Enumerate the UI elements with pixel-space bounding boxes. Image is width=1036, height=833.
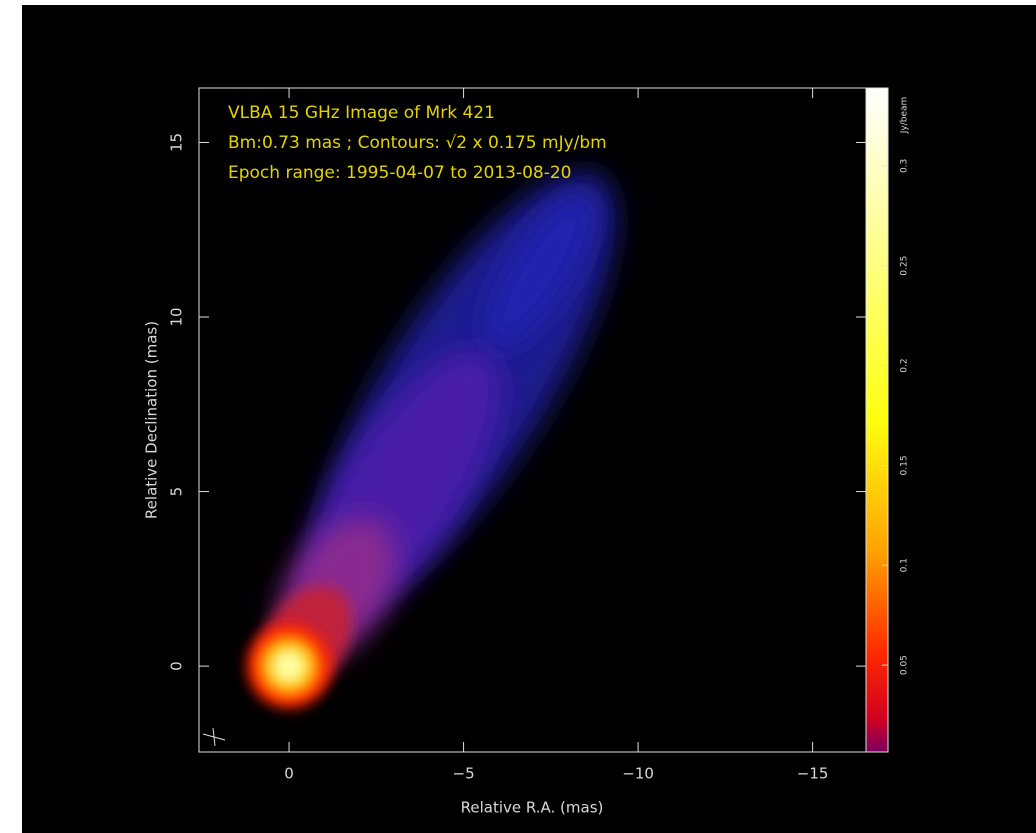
y-tick-label: 0 (168, 661, 186, 671)
colorbar-tick-label: 0.25 (900, 256, 910, 276)
colorbar-tick-label: 0.1 (900, 558, 910, 572)
y-tick-label: 15 (168, 133, 186, 152)
x-tick-label: −10 (622, 765, 654, 783)
colorbar-tick-label: 0.3 (900, 159, 910, 173)
x-axis-label: Relative R.A. (mas) (461, 799, 604, 817)
colorbar-tick-label: 0.2 (900, 358, 910, 372)
subtitle: Bm:0.73 mas ; Contours: √2 x 0.175 mJy/b… (228, 133, 607, 153)
x-tick-label: 0 (284, 765, 294, 783)
x-tick-label: −5 (453, 765, 475, 783)
jet-emission (271, 648, 308, 685)
image (247, 172, 616, 709)
jet-emission (485, 193, 595, 349)
colorbar-label: Jy/beam (900, 97, 910, 135)
chart-title: VLBA 15 GHz Image of Mrk 421 (228, 103, 495, 123)
colorbar (865, 87, 889, 753)
annotation: Epoch range: 1995-04-07 to 2013-08-20 (228, 163, 572, 183)
colorbar-tick-label: 0.05 (900, 655, 910, 675)
x-tick-label: −15 (797, 765, 829, 783)
y-tick-label: 10 (168, 307, 186, 326)
colorbar-tick-label: 0.15 (900, 455, 910, 475)
y-tick-label: 5 (168, 487, 186, 497)
y-axis-label: Relative Declination (mas) (143, 321, 161, 519)
beam (202, 727, 226, 747)
